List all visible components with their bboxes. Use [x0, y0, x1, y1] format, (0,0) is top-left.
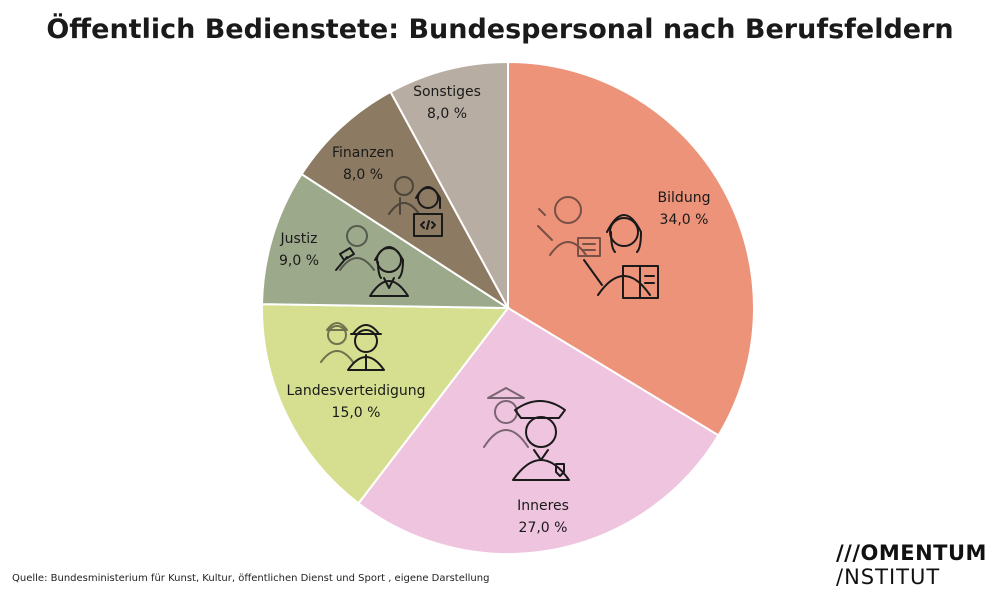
pie-slice-justiz [261, 172, 512, 310]
soldiers-icon [320, 322, 385, 371]
logo-line-1: ///OMENTUM [836, 541, 987, 565]
slice-label-inneres: Inneres [517, 498, 569, 514]
teachers-icon [537, 196, 659, 299]
logo-line-2: /NSTITUT [836, 565, 941, 589]
slice-value-bildung: 34,0 % [660, 212, 709, 228]
slice-value-justiz: 9,0 % [279, 253, 319, 269]
chart-title: Öffentlich Bedienstete: Bundespersonal n… [46, 14, 954, 45]
judge-lawyer-icon [335, 225, 409, 297]
police-officers-icon [483, 387, 570, 481]
pie-slice-landesverteidigung [261, 303, 511, 505]
momentum-institut-logo: ///OMENTUM /NSTITUT [836, 541, 987, 589]
finance-workers-icon [388, 176, 443, 237]
slice-label-justiz: Justiz [279, 231, 317, 247]
pie-slice-inneres [357, 306, 720, 555]
slice-label-bildung: Bildung [658, 190, 711, 206]
slice-value-landesverteidigung: 15,0 % [332, 405, 381, 421]
slice-value-inneres: 27,0 % [519, 520, 568, 536]
source-note: Quelle: Bundesministerium für Kunst, Kul… [12, 573, 490, 584]
pie-slice-sonstiges [389, 60, 509, 309]
slice-label-sonstiges: Sonstiges [413, 84, 481, 100]
pie-slice-finanzen [300, 90, 509, 309]
slice-label-landesverteidigung: Landesverteidigung [287, 383, 426, 399]
slice-value-sonstiges: 8,0 % [427, 106, 467, 122]
pie-slice-bildung [507, 60, 755, 437]
slice-label-finanzen: Finanzen [332, 145, 394, 161]
slice-value-finanzen: 8,0 % [343, 167, 383, 183]
